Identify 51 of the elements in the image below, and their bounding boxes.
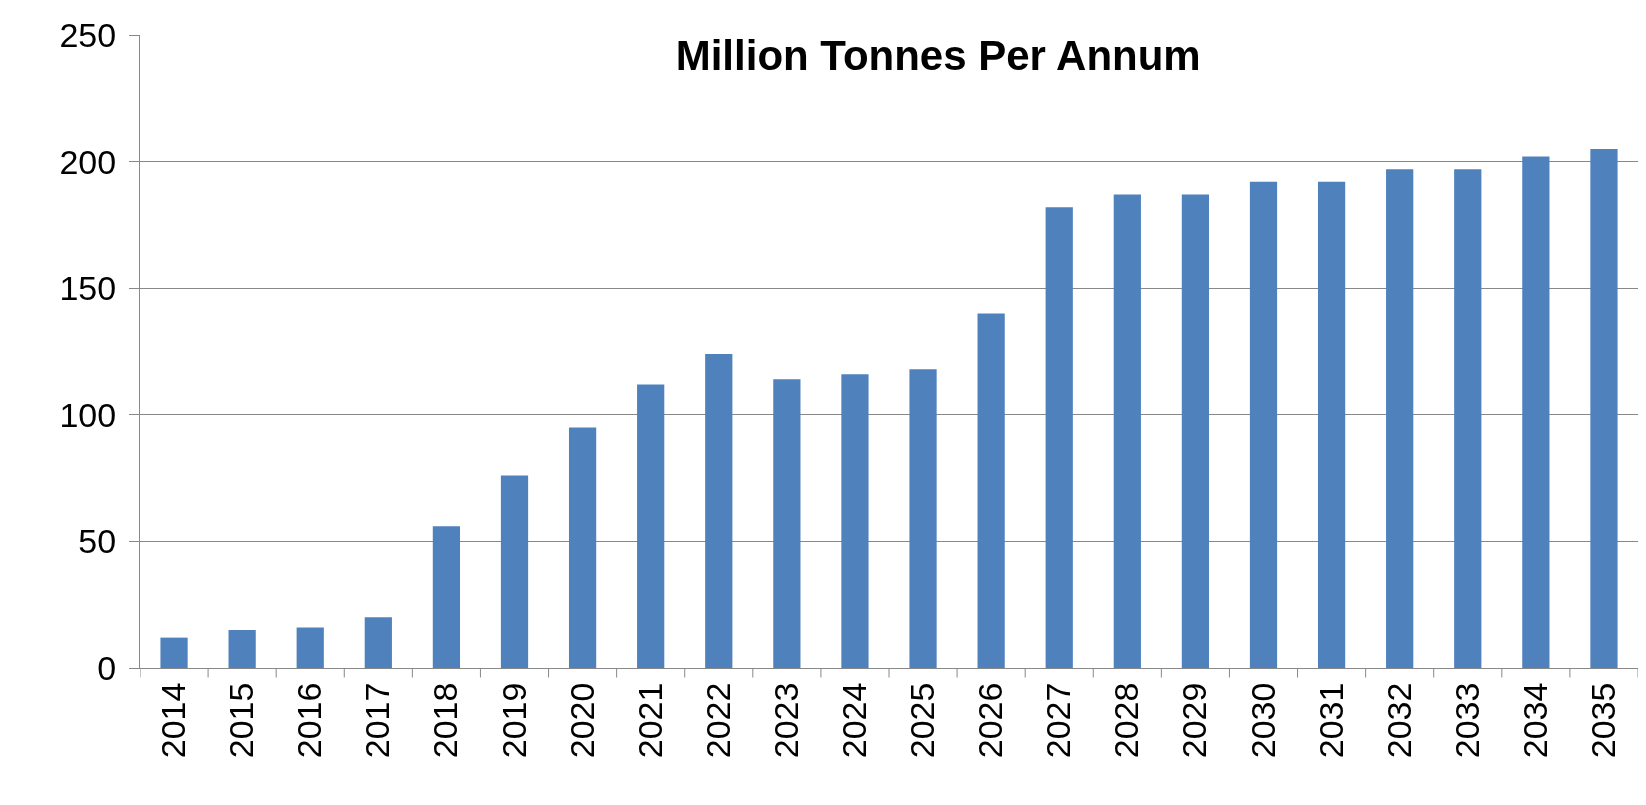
bar [1181,194,1210,668]
chart-title: Million Tonnes Per Annum [675,31,1201,79]
x-tick-label: 2014 [154,682,193,759]
x-tick-label: 2015 [222,682,261,759]
y-tick-label: 200 [59,142,117,181]
x-tick-label: 2030 [1243,682,1282,759]
y-tick-label: 100 [59,395,117,434]
x-tick-label: 2016 [290,682,329,759]
bar [228,630,256,668]
bar [160,637,188,668]
x-tick-label: 2031 [1311,682,1350,759]
bar [1045,207,1073,668]
x-tick-label: 2035 [1584,682,1622,759]
bar [364,617,392,668]
bar [1522,156,1550,668]
x-tick-label: 2020 [562,682,601,759]
y-tick-label: 0 [97,648,117,687]
x-tick-label: 2034 [1515,682,1554,759]
y-tick-label: 250 [59,15,117,54]
x-tick-label: 2032 [1379,682,1418,759]
x-tick-label: 2017 [358,682,397,759]
bar [977,313,1005,668]
x-tick-label: 2022 [698,682,737,759]
bar [296,627,324,668]
bar [500,475,529,668]
bar [909,369,937,668]
x-tick-label: 2024 [835,682,873,759]
bar [773,379,801,668]
y-tick-label: 150 [59,269,117,308]
x-tick-label: 2023 [766,682,805,759]
bar [1454,169,1482,668]
bar [1113,194,1141,668]
bar [1249,181,1278,668]
bar [841,374,869,668]
bar [705,354,733,668]
x-tick-label: 2026 [971,682,1010,759]
x-tick-label: 2028 [1107,682,1146,759]
bar [637,384,665,668]
bar [568,427,597,668]
x-tick-label: 2019 [494,682,533,759]
x-tick-label: 2021 [630,682,669,759]
x-tick-label: 2025 [903,682,942,759]
y-tick-label: 50 [78,522,117,561]
bar [1317,181,1346,668]
x-tick-label: 2029 [1175,682,1214,759]
bar [1386,169,1414,668]
x-tick-label: 2018 [426,682,465,759]
bar [1590,148,1618,668]
x-tick-label: 2027 [1039,682,1078,759]
x-tick-label: 2033 [1447,682,1486,759]
bar [432,526,461,668]
